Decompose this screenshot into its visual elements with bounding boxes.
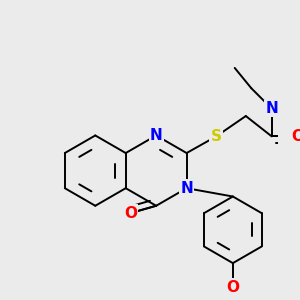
Text: O: O xyxy=(226,280,239,295)
Text: O: O xyxy=(124,206,137,221)
Text: O: O xyxy=(291,129,300,144)
Text: N: N xyxy=(180,181,193,196)
Text: N: N xyxy=(265,101,278,116)
Text: S: S xyxy=(211,129,222,144)
Text: N: N xyxy=(150,128,163,143)
